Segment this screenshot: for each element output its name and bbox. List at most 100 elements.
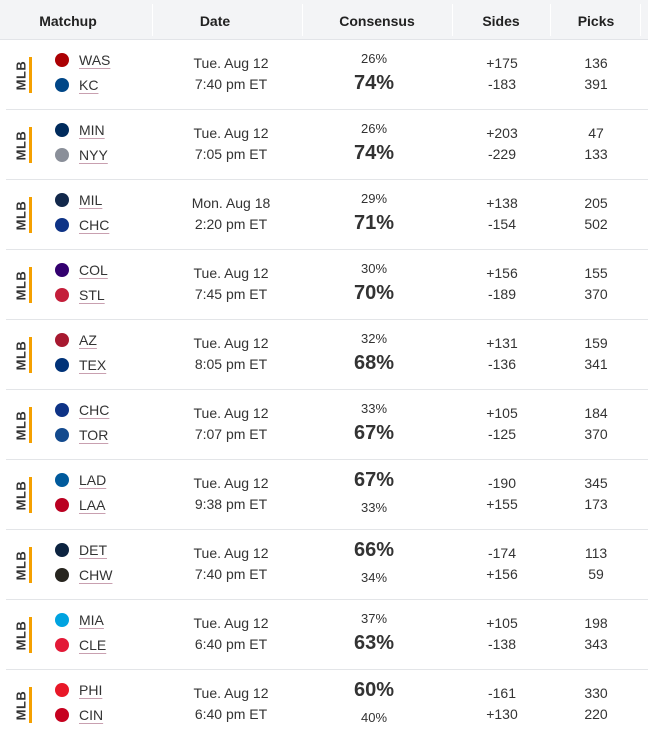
team-home[interactable]: NYY <box>55 145 108 165</box>
team-away[interactable]: MIN <box>55 120 105 140</box>
game-time: 7:40 pm ET <box>194 76 268 92</box>
cubs-logo-icon <box>55 218 69 232</box>
team-home-link[interactable]: CIN <box>79 707 104 723</box>
team-away[interactable]: WAS <box>55 50 110 70</box>
table-header: Matchup Date Consensus Sides Picks <box>0 0 648 40</box>
phillies-logo-icon <box>55 683 69 697</box>
side-away: +156 <box>486 265 518 281</box>
column-header-picks[interactable]: Picks <box>577 13 615 29</box>
team-away-link[interactable]: MIL <box>79 192 103 208</box>
team-away[interactable]: MIL <box>55 190 102 210</box>
game-date: Tue. Aug 12 <box>193 335 269 351</box>
consensus-away: 33% <box>360 401 388 416</box>
team-away-link[interactable]: WAS <box>79 52 111 68</box>
side-home: -136 <box>487 356 517 372</box>
cubs-logo-icon <box>55 403 69 417</box>
team-home[interactable]: CHW <box>55 565 112 585</box>
game-date: Mon. Aug 18 <box>191 195 271 211</box>
table-row[interactable]: MLB WAS KC Tue. Aug 12 7:40 pm ET 26% 74% +175 -… <box>6 40 648 110</box>
team-home[interactable]: CIN <box>55 705 103 725</box>
team-away-link[interactable]: CHC <box>79 402 110 418</box>
consensus-away: 26% <box>360 121 388 136</box>
consensus-away: 37% <box>360 611 388 626</box>
column-header-sides[interactable]: Sides <box>482 13 520 29</box>
consensus-home: 67% <box>353 422 395 444</box>
marlins-logo-icon <box>55 613 69 627</box>
picks-home: 133 <box>584 146 608 162</box>
picks-away: 136 <box>584 55 608 71</box>
consensus-away: 29% <box>360 191 388 206</box>
side-home: +156 <box>486 566 518 582</box>
team-home[interactable]: KC <box>55 75 98 95</box>
team-home[interactable]: CLE <box>55 635 106 655</box>
column-header-matchup[interactable]: Matchup <box>39 13 97 29</box>
consensus-home: 74% <box>353 142 395 164</box>
table-row[interactable]: MLB MIN NYY Tue. Aug 12 7:05 pm ET 26% 74% +203… <box>6 110 648 180</box>
table-row[interactable]: MLB COL STL Tue. Aug 12 7:45 pm ET 30% 70% +156… <box>6 250 648 320</box>
twins-logo-icon <box>55 123 69 137</box>
team-home-link[interactable]: CHW <box>79 567 113 583</box>
game-date: Tue. Aug 12 <box>193 405 269 421</box>
league-label: MLB <box>13 60 29 90</box>
team-away[interactable]: COL <box>55 260 108 280</box>
league-accent-bar <box>29 617 32 653</box>
column-header-date[interactable]: Date <box>199 13 231 29</box>
team-away-link[interactable]: PHI <box>79 682 103 698</box>
picks-home: 220 <box>584 706 608 722</box>
game-date: Tue. Aug 12 <box>193 125 269 141</box>
column-header-consensus[interactable]: Consensus <box>339 13 415 29</box>
picks-away: 155 <box>584 265 608 281</box>
table-row[interactable]: MLB MIA CLE Tue. Aug 12 6:40 pm ET 37% 63% +105… <box>6 600 648 670</box>
league-accent-bar <box>29 57 32 93</box>
team-away-link[interactable]: AZ <box>79 332 97 348</box>
team-home[interactable]: TEX <box>55 355 106 375</box>
side-home: -229 <box>487 146 517 162</box>
game-time: 7:40 pm ET <box>194 566 268 582</box>
team-away[interactable]: LAD <box>55 470 106 490</box>
team-away[interactable]: DET <box>55 540 107 560</box>
team-away-link[interactable]: LAD <box>79 472 107 488</box>
dodgers-logo-icon <box>55 473 69 487</box>
picks-home: 341 <box>584 356 608 372</box>
table-row[interactable]: MLB DET CHW Tue. Aug 12 7:40 pm ET 66% 34% -174… <box>6 530 648 600</box>
game-time: 8:05 pm ET <box>194 356 268 372</box>
table-row[interactable]: MLB LAD LAA Tue. Aug 12 9:38 pm ET 67% 33% -190… <box>6 460 648 530</box>
team-home-link[interactable]: LAA <box>79 497 106 513</box>
league-accent-bar <box>29 127 32 163</box>
team-home-link[interactable]: NYY <box>79 147 108 163</box>
team-away[interactable]: CHC <box>55 400 109 420</box>
team-away-link[interactable]: MIA <box>79 612 104 628</box>
team-home-link[interactable]: STL <box>79 287 105 303</box>
table-row[interactable]: MLB PHI CIN Tue. Aug 12 6:40 pm ET 60% 40% -161… <box>6 670 648 739</box>
picks-home: 370 <box>584 286 608 302</box>
team-home-link[interactable]: TEX <box>79 357 107 373</box>
team-away[interactable]: PHI <box>55 680 102 700</box>
reds-logo-icon <box>55 708 69 722</box>
game-time: 7:05 pm ET <box>194 146 268 162</box>
team-home[interactable]: TOR <box>55 425 108 445</box>
picks-home: 391 <box>584 76 608 92</box>
team-home[interactable]: STL <box>55 285 105 305</box>
team-home[interactable]: LAA <box>55 495 105 515</box>
table-row[interactable]: MLB MIL CHC Mon. Aug 18 2:20 pm ET 29% 71% +138… <box>6 180 648 250</box>
table-row[interactable]: MLB AZ TEX Tue. Aug 12 8:05 pm ET 32% 68% +131 -… <box>6 320 648 390</box>
consensus-home: 63% <box>353 632 395 654</box>
team-away[interactable]: MIA <box>55 610 104 630</box>
team-home-link[interactable]: KC <box>79 77 99 93</box>
table-row[interactable]: MLB CHC TOR Tue. Aug 12 7:07 pm ET 33% 67% +105… <box>6 390 648 460</box>
team-home-link[interactable]: TOR <box>79 427 109 443</box>
league-label: MLB <box>13 130 29 160</box>
team-home[interactable]: CHC <box>55 215 109 235</box>
team-away[interactable]: AZ <box>55 330 97 350</box>
side-away: +203 <box>486 125 518 141</box>
team-home-link[interactable]: CHC <box>79 217 110 233</box>
game-date: Tue. Aug 12 <box>193 545 269 561</box>
team-away-link[interactable]: COL <box>79 262 108 278</box>
picks-away: 345 <box>584 475 608 491</box>
team-away-link[interactable]: DET <box>79 542 107 558</box>
picks-away: 330 <box>584 685 608 701</box>
diamondbacks-logo-icon <box>55 333 69 347</box>
team-home-link[interactable]: CLE <box>79 637 107 653</box>
team-away-link[interactable]: MIN <box>79 122 105 138</box>
picks-away: 159 <box>584 335 608 351</box>
